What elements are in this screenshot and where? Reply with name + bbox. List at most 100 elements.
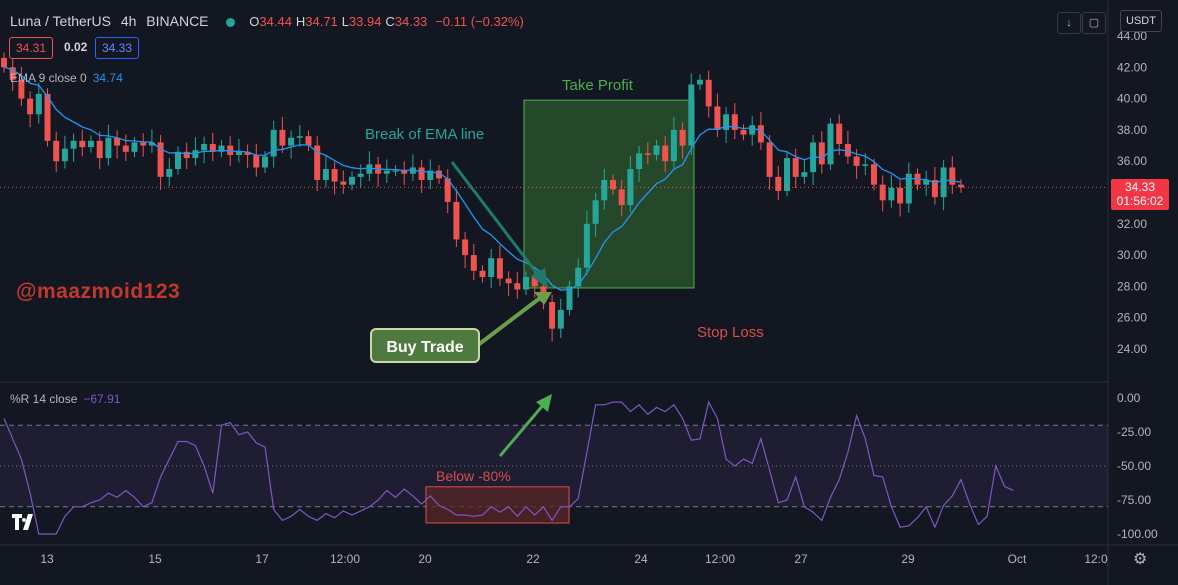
williams-r-tick-label: -100.00 <box>1117 527 1158 541</box>
price-tick-label: 40.00 <box>1117 92 1147 106</box>
ema-legend-label: EMA 9 close 0 <box>10 71 87 85</box>
candle-body <box>653 145 660 155</box>
candle-body <box>549 302 556 329</box>
candle-body <box>70 140 77 149</box>
candle-body <box>523 277 529 290</box>
candle-body <box>844 143 851 157</box>
price-tick-label: 24.00 <box>1117 342 1147 356</box>
buy-trade-arrowhead <box>534 292 552 305</box>
williams-r-legend-value: −67.91 <box>83 392 121 406</box>
last-price-value: 34.33 <box>1124 180 1156 194</box>
oscillator-arrow <box>498 403 546 457</box>
break-ema-arrow <box>450 161 544 281</box>
candle-body <box>357 173 364 177</box>
open-value: 34.44 <box>259 14 292 29</box>
candle-body <box>644 153 651 155</box>
candle-body <box>279 129 286 146</box>
candle-body <box>940 167 947 198</box>
candle-body <box>479 270 486 278</box>
candle-body <box>436 170 442 179</box>
fullscreen-icon[interactable]: ▢ <box>1082 12 1106 34</box>
candle-body <box>18 79 25 99</box>
williams-r-legend[interactable]: %R 14 close −67.91 <box>10 392 120 406</box>
bar-countdown: 01:56:02 <box>1116 194 1164 208</box>
time-tick-label: 20 <box>418 552 432 566</box>
author-watermark: @maazmoid123 <box>16 280 181 303</box>
candle-body <box>35 93 42 115</box>
close-value: 34.33 <box>394 14 428 29</box>
candle-body <box>923 179 930 185</box>
price-tick-label: 44.00 <box>1117 29 1147 43</box>
sell-price-button[interactable]: 34.31 <box>9 37 54 59</box>
williams-r-tick-label: 0.00 <box>1117 391 1141 405</box>
low-label: L <box>341 14 349 29</box>
candle-body <box>157 142 164 177</box>
currency-label[interactable]: USDT <box>1120 10 1162 32</box>
price-tick-label: 32.00 <box>1117 217 1147 231</box>
time-tick-label: 12:00 <box>330 552 360 566</box>
price-tick-label: 42.00 <box>1117 60 1147 74</box>
price-tick-label: 36.00 <box>1117 154 1147 168</box>
candle-body <box>453 201 460 240</box>
candle-body <box>131 142 138 152</box>
time-tick-label: Oct <box>1008 552 1027 566</box>
settings-gear-icon[interactable]: ⚙ <box>1133 551 1148 568</box>
candle-body <box>227 145 234 155</box>
williams-r-tick-label: -25.00 <box>1117 425 1151 439</box>
candle-body <box>61 148 68 162</box>
candle-body <box>27 98 34 115</box>
candle-body <box>792 158 799 177</box>
candle-body <box>114 137 121 146</box>
candle-body <box>531 277 538 287</box>
download-icon[interactable]: ↓ <box>1057 12 1081 34</box>
ema-line <box>3 66 962 291</box>
low-value: 33.94 <box>348 14 382 29</box>
candle-body <box>470 255 477 271</box>
price-tick-label: 30.00 <box>1117 248 1147 262</box>
candle-body <box>879 184 886 201</box>
candle-body <box>331 169 338 182</box>
time-tick-label: 12:0 <box>1084 552 1108 566</box>
ema-legend[interactable]: EMA 9 close 0 34.74 <box>10 71 123 85</box>
break-ema-arrowhead <box>531 268 548 288</box>
price-tick-label: 26.00 <box>1117 311 1147 325</box>
take-profit-label: Take Profit <box>562 77 633 94</box>
williams-r-tick-label: -50.00 <box>1117 459 1151 473</box>
candle-body <box>270 129 277 157</box>
tradingview-logo-icon[interactable] <box>12 514 38 535</box>
candle-body <box>575 267 582 287</box>
time-tick-label: 13 <box>40 552 54 566</box>
candle-body <box>766 142 773 177</box>
buy-price-button[interactable]: 34.33 <box>95 37 140 59</box>
interval-label[interactable]: 4h <box>120 13 137 29</box>
candle-body <box>96 140 103 159</box>
time-tick-label: 24 <box>634 552 648 566</box>
candle-body <box>322 169 329 180</box>
oscillator-arrowhead <box>536 394 552 412</box>
change-value: −0.11 (−0.32%) <box>435 14 524 29</box>
candle-body <box>853 156 860 166</box>
candle-body <box>462 239 469 256</box>
time-tick-label: 17 <box>255 552 269 566</box>
candle-body <box>183 151 190 159</box>
candle-body <box>705 79 712 107</box>
candle-body <box>209 143 216 152</box>
candle-body <box>244 151 251 155</box>
price-tick-label: 28.00 <box>1117 279 1147 293</box>
candle-body <box>871 164 877 185</box>
candle-body <box>723 114 730 130</box>
candle-body <box>235 151 242 155</box>
symbol-name[interactable]: Luna / TetherUS <box>10 13 111 29</box>
candle-body <box>810 142 817 173</box>
candle-body <box>305 136 312 146</box>
candle-body <box>44 93 51 141</box>
candle-body <box>610 179 616 190</box>
symbol-header[interactable]: Luna / TetherUS 4h BINANCE O34.44 H34.71… <box>10 13 524 29</box>
ema-legend-value: 34.74 <box>92 71 123 85</box>
candle-body <box>175 151 181 170</box>
candle-body <box>601 179 608 201</box>
candle-body <box>218 145 225 152</box>
candle-body <box>488 258 495 278</box>
candle-body <box>392 170 399 172</box>
